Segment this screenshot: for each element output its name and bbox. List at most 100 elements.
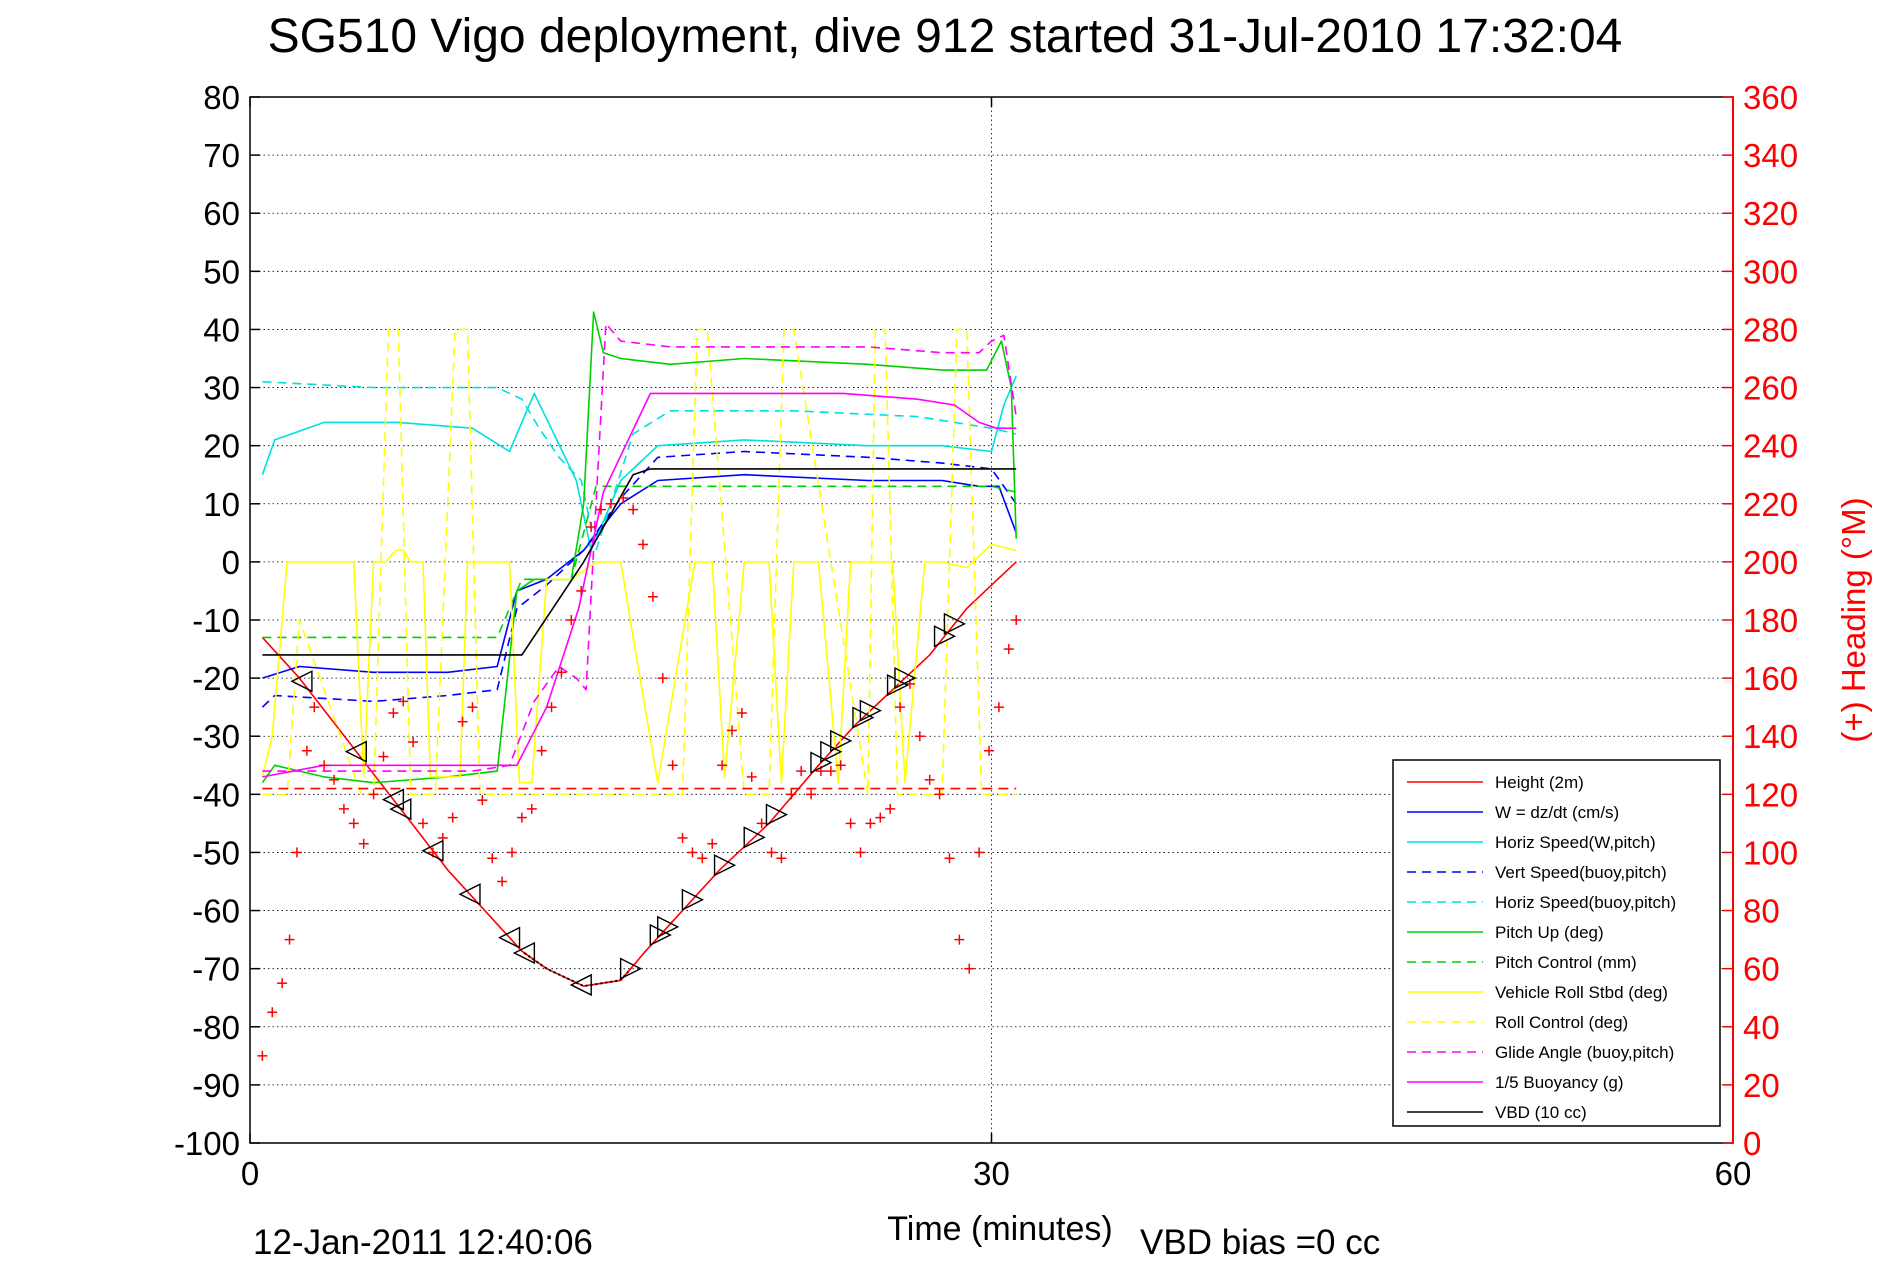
series-line-roll-control-deg — [262, 328, 1017, 796]
heading-point — [457, 716, 468, 727]
heading-point — [309, 702, 320, 713]
y2-tick-label: 0 — [1743, 1125, 1761, 1162]
heading-point — [338, 803, 349, 814]
heading-point — [477, 795, 488, 806]
y-tick-label: 70 — [203, 137, 240, 174]
series-line-height-2m — [261, 561, 1017, 987]
heading-point — [586, 522, 597, 533]
heading-point — [277, 978, 288, 989]
y2-tick-label: 220 — [1743, 486, 1798, 523]
grid-lines — [250, 97, 1733, 1143]
y-tick-label: -60 — [192, 893, 240, 930]
heading-point — [447, 812, 458, 823]
y-tick-label: -10 — [192, 602, 240, 639]
heading-point — [895, 702, 906, 713]
heading-point — [398, 696, 409, 707]
heading-point — [924, 774, 935, 785]
y2-tick-label: 360 — [1743, 79, 1798, 116]
y2-tick-label: 140 — [1743, 718, 1798, 755]
legend-label: VBD (10 cc) — [1495, 1103, 1587, 1122]
heading-point — [707, 838, 718, 849]
footer-timestamp: 12-Jan-2011 12:40:06 — [253, 1223, 593, 1262]
legend-label: Horiz Speed(W,pitch) — [1495, 833, 1656, 852]
heading-point — [257, 1050, 268, 1061]
x-axis-label: Time (minutes) — [887, 1210, 1112, 1248]
legend-label: Horiz Speed(buoy,pitch) — [1495, 893, 1676, 912]
y2-tick-label: 260 — [1743, 370, 1798, 407]
heading-point — [618, 492, 629, 503]
depth-marker — [830, 729, 853, 753]
heading-point — [388, 707, 399, 718]
y-axis-left: 80 70 60 50 40 30 20 10 0 -10 -20 -30 -40 -50 -60 -70 -8… — [174, 79, 260, 1162]
heading-point — [766, 847, 777, 858]
depth-marker — [421, 839, 444, 862]
series-line-pitch-control-mm — [262, 485, 1017, 639]
heading-point — [806, 789, 817, 800]
y2-tick-label: 160 — [1743, 660, 1798, 697]
y-tick-label: -20 — [192, 660, 240, 697]
heading-point — [605, 498, 616, 509]
y-tick-label: 80 — [203, 79, 240, 116]
y-tick-label: -80 — [192, 1009, 240, 1046]
legend-label: Vehicle Roll Stbd (deg) — [1495, 983, 1668, 1002]
chart-title: SG510 Vigo deployment, dive 912 started … — [268, 10, 1623, 63]
legend-label: Vert Speed(buoy,pitch) — [1495, 863, 1667, 882]
legend-label: Pitch Up (deg) — [1495, 923, 1604, 942]
series-line-w-dz-dt-cm-s — [262, 473, 1017, 679]
x-tick-label: 0 — [241, 1155, 259, 1192]
heading-point — [637, 539, 648, 550]
heading-point — [726, 725, 737, 736]
depth-marker — [743, 826, 766, 849]
depth-marker — [886, 673, 910, 697]
legend-label: Glide Angle (buoy,pitch) — [1495, 1043, 1674, 1062]
y-tick-label: -90 — [192, 1067, 240, 1104]
heading-point — [914, 731, 925, 742]
heading-point — [647, 591, 658, 602]
depth-marker — [512, 941, 536, 965]
footer-vbd-bias: VBD bias =0 cc — [1140, 1223, 1380, 1262]
heading-point — [786, 789, 797, 800]
heading-point — [368, 789, 379, 800]
y2-tick-label: 280 — [1743, 311, 1798, 348]
heading-point — [566, 615, 577, 625]
depth-marker-layer — [290, 612, 966, 997]
heading-point — [467, 702, 478, 713]
y-axis-right: 3603403203002802602402202001801601401201… — [1723, 79, 1798, 1162]
y2-tick-label: 320 — [1743, 195, 1798, 232]
y-tick-label: 20 — [203, 428, 240, 465]
y-tick-label: -50 — [192, 834, 240, 871]
heading-point — [628, 504, 639, 515]
series-line-glide-angle-buoy-pitch — [262, 322, 1017, 772]
depth-marker — [344, 740, 367, 763]
depth-marker — [381, 788, 405, 811]
heading-point — [776, 853, 787, 864]
y-tick-label: -40 — [192, 776, 240, 813]
depth-marker — [458, 883, 481, 906]
legend-label: Pitch Control (mm) — [1495, 953, 1637, 972]
depth-marker — [290, 670, 313, 693]
heading-point — [291, 847, 302, 858]
y2-tick-label: 100 — [1743, 834, 1798, 871]
heading-point — [845, 818, 856, 829]
heading-point — [677, 832, 688, 843]
heading-point — [319, 760, 330, 771]
heading-point — [301, 745, 312, 756]
y-tick-label: -30 — [192, 718, 240, 755]
heading-point — [506, 847, 517, 858]
depth-marker — [713, 854, 737, 877]
y2-tick-label: 60 — [1743, 951, 1780, 988]
x-tick-label: 60 — [1715, 1155, 1752, 1192]
heading-point — [934, 789, 945, 800]
heading-point — [358, 838, 369, 849]
depth-marker — [649, 923, 672, 947]
depth-marker — [681, 888, 704, 911]
y-tick-label: -70 — [192, 951, 240, 988]
heading-point — [687, 847, 698, 858]
series-layer — [261, 311, 1017, 987]
y2-tick-label: 40 — [1743, 1009, 1780, 1046]
heading-point — [546, 702, 557, 713]
legend-box — [1392, 759, 1721, 1127]
heading-point — [284, 934, 295, 945]
heading-layer — [257, 492, 1022, 1061]
heading-point — [657, 673, 668, 684]
